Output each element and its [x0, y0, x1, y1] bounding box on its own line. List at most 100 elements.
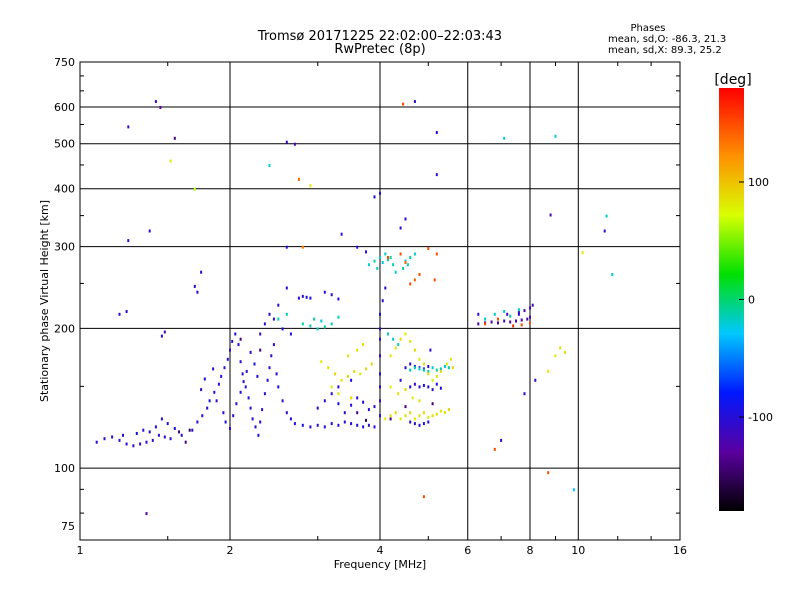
data-point	[402, 102, 405, 106]
data-point	[529, 321, 531, 325]
y-tick-label: 75	[61, 520, 75, 533]
data-point	[365, 367, 367, 371]
data-point	[200, 270, 203, 274]
data-point	[422, 368, 425, 372]
data-point	[409, 362, 412, 366]
data-point	[330, 293, 333, 297]
data-point	[554, 354, 557, 358]
data-point	[313, 317, 316, 321]
data-point	[373, 195, 376, 199]
data-point	[229, 348, 231, 352]
data-point	[404, 261, 407, 264]
data-point	[297, 296, 300, 300]
data-point	[399, 417, 402, 421]
data-point	[193, 187, 196, 191]
data-point	[203, 377, 206, 381]
data-point	[125, 310, 128, 313]
data-point	[320, 360, 323, 364]
data-point	[309, 425, 312, 429]
data-point	[256, 374, 259, 378]
data-point	[343, 420, 346, 424]
data-point	[235, 402, 238, 406]
data-point	[520, 323, 523, 327]
data-point	[239, 337, 242, 341]
data-point	[367, 423, 370, 427]
data-point	[389, 414, 392, 418]
data-point	[125, 442, 128, 446]
data-point	[418, 423, 421, 427]
chart-subtitle: RwPretec (8p)	[334, 42, 425, 57]
data-point	[362, 400, 365, 404]
data-point	[327, 366, 330, 370]
data-point	[418, 273, 421, 276]
data-point	[379, 414, 381, 418]
x-tick-label: 6	[464, 544, 471, 557]
grid	[80, 62, 680, 540]
data-point	[275, 372, 278, 376]
data-point	[350, 378, 353, 382]
data-point	[337, 297, 340, 301]
data-point	[316, 406, 319, 410]
data-point	[581, 251, 584, 255]
data-point	[145, 512, 148, 516]
data-point	[367, 408, 370, 412]
data-point	[381, 261, 384, 264]
data-point	[397, 343, 400, 347]
data-point	[148, 229, 151, 233]
data-point	[166, 422, 169, 426]
data-point	[285, 411, 288, 415]
data-point	[422, 384, 425, 387]
x-tick-label: 16	[673, 544, 687, 557]
data-point	[379, 399, 381, 403]
data-point	[389, 354, 392, 358]
data-point	[529, 306, 531, 310]
data-point	[347, 354, 349, 358]
data-point	[439, 367, 442, 371]
data-point	[523, 392, 526, 396]
data-point	[399, 226, 402, 230]
data-point	[392, 263, 395, 267]
data-point	[477, 312, 480, 316]
data-point	[249, 406, 252, 410]
data-point	[316, 327, 319, 331]
data-point	[122, 433, 124, 437]
data-point	[433, 278, 436, 282]
data-point	[337, 315, 340, 319]
data-point	[517, 308, 520, 312]
data-point	[549, 213, 552, 217]
data-point	[301, 245, 304, 249]
data-point	[169, 159, 172, 163]
data-point	[196, 420, 199, 424]
x-tick-labels: 1 2 4 6 8 10 16	[77, 544, 688, 557]
data-point	[266, 378, 269, 382]
data-point	[418, 367, 421, 371]
data-point	[277, 385, 280, 389]
data-point	[200, 388, 203, 392]
y-tick-label: 300	[54, 241, 75, 254]
data-point	[531, 303, 534, 307]
data-point	[404, 414, 407, 418]
data-point	[431, 402, 434, 406]
y-tick-label: 100	[54, 462, 75, 475]
data-point	[249, 350, 252, 354]
data-point	[418, 385, 421, 389]
data-point	[418, 399, 421, 403]
data-point	[234, 332, 237, 336]
y-axis-label: Stationary phase Virtual Height [km]	[38, 200, 51, 402]
data-point	[603, 229, 606, 233]
x-tick-label: 2	[227, 544, 234, 557]
data-point	[330, 385, 333, 389]
data-point	[429, 348, 432, 352]
data-point	[402, 266, 405, 270]
data-point	[427, 372, 430, 376]
data-point	[427, 385, 430, 389]
data-point	[337, 392, 340, 396]
data-point	[212, 367, 215, 371]
data-point	[196, 290, 199, 294]
data-point	[611, 273, 614, 276]
data-point	[404, 388, 407, 392]
data-point	[439, 369, 442, 373]
x-tick-label: 4	[377, 544, 384, 557]
x-tick-label: 1	[77, 544, 84, 557]
